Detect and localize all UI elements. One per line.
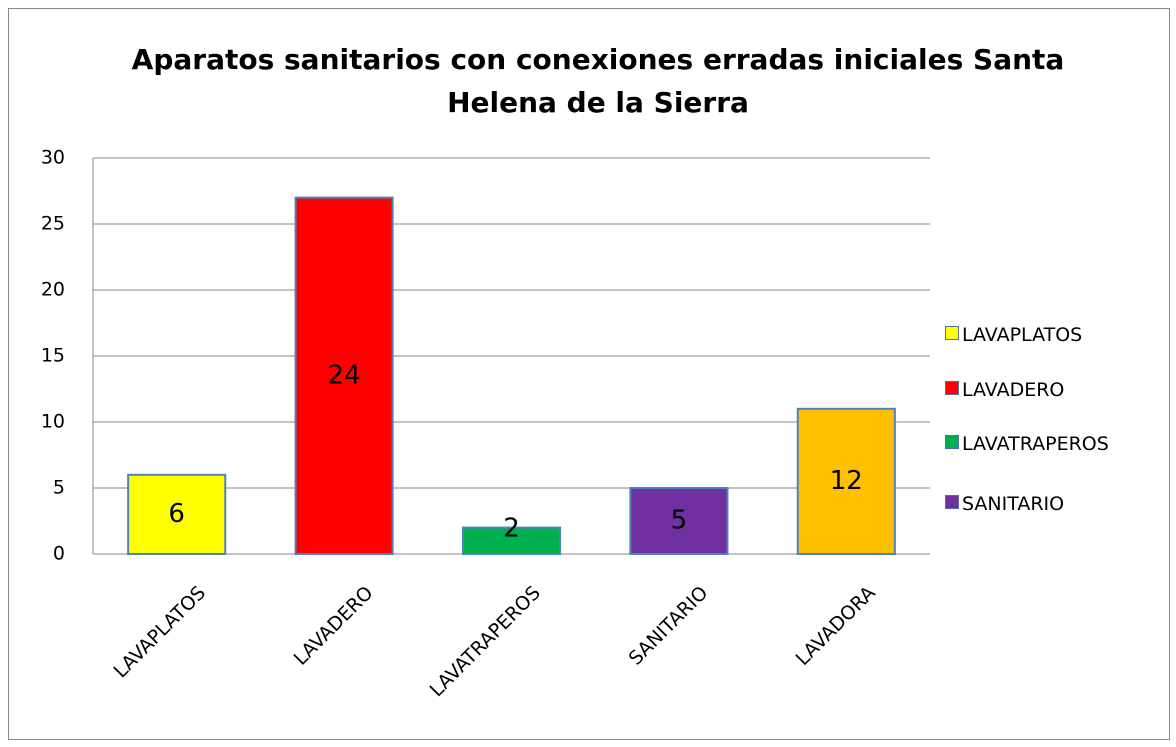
x-tick-label: LAVADERO	[290, 582, 378, 670]
legend-label: LAVATRAPEROS	[962, 433, 1109, 455]
legend-label: LAVADERO	[962, 379, 1065, 401]
legend-entry: LAVATRAPEROS	[945, 433, 1135, 455]
legend-swatch	[945, 326, 959, 340]
legend-entry: LAVADERO	[945, 379, 1135, 401]
bar	[294, 196, 394, 555]
y-tick-label: 20	[41, 279, 65, 301]
legend-swatch	[945, 435, 959, 449]
bar-annotation: 6	[168, 499, 185, 529]
bar	[461, 526, 562, 555]
bar-annotation: 5	[671, 506, 688, 536]
y-tick-label: 10	[41, 411, 65, 433]
bar-annotation: 24	[328, 360, 361, 390]
legend-label: LAVAPLATOS	[962, 324, 1083, 346]
legend-swatch	[945, 495, 959, 509]
legend-label: SANITARIO	[962, 493, 1065, 515]
x-tick-label: LAVADORA	[792, 582, 880, 670]
y-tick-label: 15	[41, 345, 65, 367]
bar-annotation: 12	[830, 466, 863, 496]
y-tick-label: 25	[41, 213, 65, 235]
y-tick-label: 0	[53, 543, 65, 565]
y-tick-label: 5	[53, 477, 65, 499]
chart-frame	[8, 8, 1170, 740]
bar-annotation: 2	[503, 513, 520, 543]
bar	[127, 473, 227, 555]
x-tick-label: LAVAPLATOS	[110, 582, 211, 683]
x-tick-label: SANITARIO	[625, 582, 713, 670]
chart-title: Aparatos sanitarios con conexiones errad…	[131, 43, 1065, 119]
x-tick-label: LAVATRAPEROS	[426, 582, 545, 701]
legend-entry: LAVAPLATOS	[945, 324, 1135, 346]
bar	[629, 487, 729, 555]
legend-swatch	[945, 381, 959, 395]
bar	[796, 407, 896, 555]
legend-entry: SANITARIO	[945, 493, 1135, 515]
y-tick-label: 30	[41, 147, 65, 169]
